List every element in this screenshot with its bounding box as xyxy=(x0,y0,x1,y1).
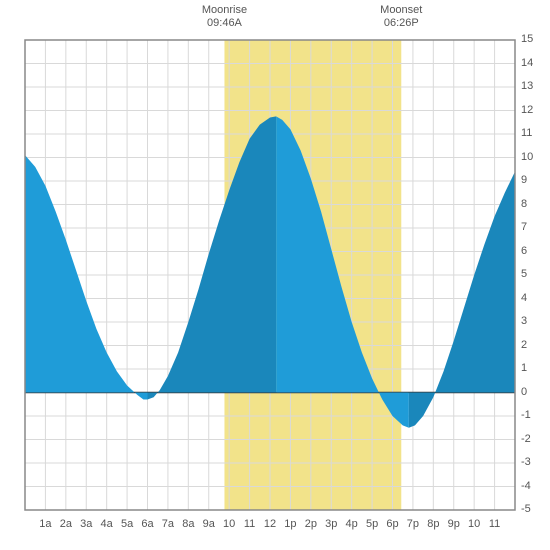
y-tick-label: 6 xyxy=(521,245,527,257)
x-tick-label: 6a xyxy=(141,518,153,530)
y-tick-label: -5 xyxy=(521,503,531,515)
y-tick-label: 14 xyxy=(521,57,533,69)
moonrise-title: Moonrise xyxy=(194,4,254,17)
x-tick-label: 8a xyxy=(182,518,194,530)
y-tick-label: 9 xyxy=(521,174,527,186)
y-tick-label: 12 xyxy=(521,104,533,116)
x-tick-label: 7p xyxy=(407,518,419,530)
y-tick-label: 8 xyxy=(521,198,527,210)
x-tick-label: 3a xyxy=(80,518,92,530)
y-tick-label: 15 xyxy=(521,33,533,45)
y-tick-label: 11 xyxy=(521,127,532,139)
x-tick-label: 9p xyxy=(448,518,460,530)
moonset-label: Moonset 06:26P xyxy=(371,4,431,30)
moonset-title: Moonset xyxy=(371,4,431,17)
y-tick-label: -4 xyxy=(521,480,531,492)
x-tick-label: 2a xyxy=(60,518,72,530)
y-tick-label: 5 xyxy=(521,268,527,280)
x-tick-label: 1p xyxy=(284,518,296,530)
y-tick-label: -1 xyxy=(521,409,531,421)
tide-chart: Moonrise 09:46A Moonset 06:26P -5 -4 -3 -2 -… xyxy=(0,0,550,550)
x-tick-label: 4p xyxy=(346,518,358,530)
y-tick-label: 1 xyxy=(521,362,527,374)
x-tick-label: 10 xyxy=(223,518,235,530)
moonrise-time: 09:46A xyxy=(194,17,254,30)
y-tick-label: 0 xyxy=(521,386,527,398)
moonset-time: 06:26P xyxy=(371,17,431,30)
y-tick-label: 3 xyxy=(521,315,527,327)
y-tick-label: 2 xyxy=(521,339,527,351)
x-tick-label: 4a xyxy=(101,518,113,530)
y-tick-label: -3 xyxy=(521,456,531,468)
x-tick-label: 5a xyxy=(121,518,133,530)
x-tick-label: 10 xyxy=(468,518,480,530)
x-tick-label: 1a xyxy=(39,518,51,530)
top-labels: Moonrise 09:46A Moonset 06:26P xyxy=(0,0,550,40)
x-tick-label: 9a xyxy=(203,518,215,530)
y-tick-label: 10 xyxy=(521,151,533,163)
x-tick-label: 7a xyxy=(162,518,174,530)
y-tick-label: -2 xyxy=(521,433,531,445)
x-tick-label: 3p xyxy=(325,518,337,530)
y-tick-label: 7 xyxy=(521,221,527,233)
x-tick-label: 5p xyxy=(366,518,378,530)
x-tick-label: 11 xyxy=(489,518,500,530)
x-tick-label: 2p xyxy=(305,518,317,530)
x-tick-label: 6p xyxy=(386,518,398,530)
x-tick-label: 11 xyxy=(244,518,255,530)
x-tick-label: 8p xyxy=(427,518,439,530)
chart-plot xyxy=(0,0,550,550)
y-tick-label: 4 xyxy=(521,292,527,304)
y-tick-label: 13 xyxy=(521,80,533,92)
moonrise-label: Moonrise 09:46A xyxy=(194,4,254,30)
x-tick-label: 12 xyxy=(264,518,276,530)
